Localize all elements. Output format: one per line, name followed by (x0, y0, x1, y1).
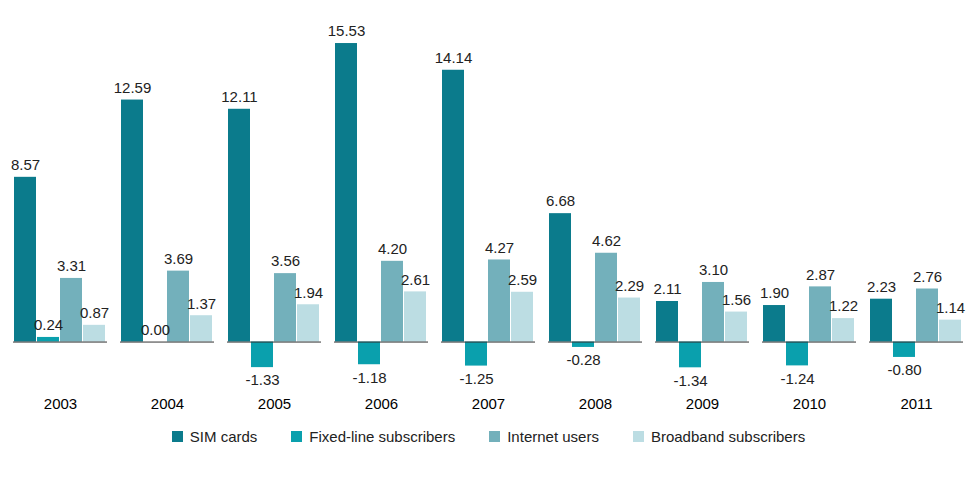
svg-text:1.94: 1.94 (294, 284, 323, 301)
svg-text:-1.33: -1.33 (245, 371, 279, 388)
svg-text:14.14: 14.14 (435, 49, 473, 66)
svg-text:2.61: 2.61 (401, 271, 430, 288)
svg-text:2011: 2011 (900, 395, 932, 412)
html-text:Internet users: Internet users (507, 428, 599, 445)
svg-text:6.68: 6.68 (546, 192, 575, 209)
html-text:SIM cards: SIM cards (189, 428, 258, 445)
svg-text:1.56: 1.56 (722, 291, 751, 308)
svg-text:3.10: 3.10 (699, 261, 728, 278)
svg-text:1.14: 1.14 (936, 299, 965, 316)
svg-text:2007: 2007 (472, 395, 505, 412)
svg-text:-1.25: -1.25 (459, 370, 493, 387)
svg-text:0.24: 0.24 (34, 316, 63, 333)
svg-text:2009: 2009 (686, 395, 719, 412)
svg-text:0.00: 0.00 (141, 321, 170, 338)
svg-text:3.69: 3.69 (164, 250, 193, 267)
svg-text:2005: 2005 (258, 395, 291, 412)
svg-text:12.59: 12.59 (114, 79, 152, 96)
svg-text:2.59: 2.59 (508, 271, 537, 288)
svg-text:2.23: 2.23 (867, 278, 896, 295)
svg-text:2004: 2004 (151, 395, 184, 412)
svg-text:2006: 2006 (365, 395, 398, 412)
svg-text:2.11: 2.11 (653, 280, 681, 297)
svg-text:2008: 2008 (579, 395, 612, 412)
html-text:Broadband subscribers: Broadband subscribers (650, 428, 806, 445)
svg-text:8.57: 8.57 (11, 156, 40, 173)
html-text:Fixed-line subscribers: Fixed-line subscribers (309, 428, 456, 445)
svg-text:4.62: 4.62 (592, 232, 621, 249)
svg-text:1.37: 1.37 (187, 295, 216, 312)
svg-text:-1.18: -1.18 (352, 369, 386, 386)
svg-text:4.27: 4.27 (485, 239, 514, 256)
svg-text:1.22: 1.22 (829, 297, 858, 314)
svg-text:-1.24: -1.24 (780, 370, 814, 387)
svg-text:2.29: 2.29 (615, 277, 644, 294)
svg-text:3.56: 3.56 (271, 252, 300, 269)
svg-text:0.87: 0.87 (80, 304, 109, 321)
svg-text:-1.34: -1.34 (673, 372, 707, 389)
svg-text:-0.80: -0.80 (887, 361, 921, 378)
svg-text:4.20: 4.20 (378, 240, 407, 257)
svg-text:2010: 2010 (793, 395, 826, 412)
svg-text:2003: 2003 (44, 395, 77, 412)
svg-text:2.87: 2.87 (806, 266, 835, 283)
svg-text:2.76: 2.76 (913, 268, 942, 285)
svg-text:12.11: 12.11 (221, 88, 257, 105)
svg-text:3.31: 3.31 (57, 257, 86, 274)
svg-text:-0.28: -0.28 (566, 351, 600, 368)
svg-text:1.90: 1.90 (760, 284, 789, 301)
svg-text:15.53: 15.53 (328, 22, 366, 39)
